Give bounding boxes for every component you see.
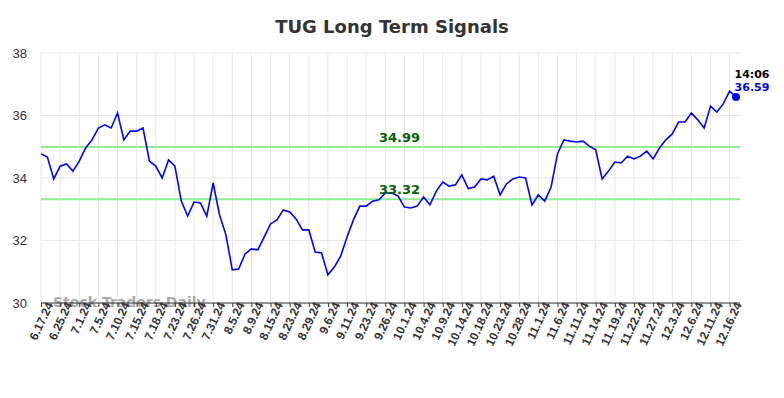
- grid-line: [385, 53, 386, 303]
- signal-label: 33.32: [379, 182, 420, 197]
- grid-line: [194, 53, 195, 303]
- grid-line: [308, 53, 309, 303]
- grid-line: [79, 53, 80, 303]
- signal-label: 34.99: [379, 130, 420, 145]
- tick-label: 12.16.24: [712, 300, 745, 349]
- last-value-label: 36.59: [735, 81, 770, 94]
- tick-label: 34: [13, 171, 27, 186]
- grid-line: [538, 53, 539, 303]
- grid-line: [404, 53, 405, 303]
- tick: 38: [13, 46, 41, 61]
- tick: 12.16.24: [712, 300, 745, 349]
- tick-label: 38: [13, 46, 27, 61]
- last-point: [732, 93, 740, 101]
- tick: 34: [13, 171, 41, 186]
- grid-line: [557, 53, 558, 303]
- grid-line: [672, 53, 673, 303]
- grid-line: [366, 53, 367, 303]
- grid-line: [633, 53, 634, 303]
- grid-line: [289, 53, 290, 303]
- grid-line: [213, 53, 214, 303]
- grid-line: [423, 53, 424, 303]
- grid-line: [480, 53, 481, 303]
- time-label: 14:06: [734, 68, 769, 81]
- grid-line: [270, 53, 271, 303]
- grid-line: [41, 53, 42, 303]
- grid-line: [117, 53, 118, 303]
- grid-line: [98, 53, 99, 303]
- tick: 30: [13, 296, 41, 311]
- grid-line: [251, 53, 252, 303]
- grid-line: [653, 53, 654, 303]
- grid: [41, 53, 740, 303]
- grid-line: [60, 53, 61, 303]
- grid-line: [136, 53, 137, 303]
- grid-line: [710, 53, 711, 303]
- price-line: [41, 91, 736, 275]
- grid-line: [576, 53, 577, 303]
- grid-line: [614, 53, 615, 303]
- grid-line: [327, 53, 328, 303]
- chart: TUG Long Term SignalsStock Traders Daily…: [0, 0, 784, 398]
- grid-line: [41, 240, 740, 241]
- plot-area: [41, 91, 740, 275]
- grid-line: [595, 53, 596, 303]
- grid-line: [347, 53, 348, 303]
- grid-line: [174, 53, 175, 303]
- signal-line: [41, 198, 740, 200]
- title: TUG Long Term Signals: [275, 16, 509, 37]
- tick: 32: [13, 233, 41, 248]
- grid-line: [500, 53, 501, 303]
- grid-line: [519, 53, 520, 303]
- grid-line: [155, 53, 156, 303]
- y-axis: 30 32 34 36 38: [13, 46, 42, 311]
- grid-line: [461, 53, 462, 303]
- tick-label: 32: [13, 233, 27, 248]
- grid-line: [442, 53, 443, 303]
- tick: 36: [13, 108, 41, 123]
- grid-line: [41, 178, 740, 179]
- grid-line: [691, 53, 692, 303]
- tick-label: 36: [13, 108, 27, 123]
- grid-line: [41, 53, 740, 54]
- grid-line: [41, 115, 740, 116]
- tick-label: 30: [13, 296, 27, 311]
- axis-line: [41, 54, 42, 304]
- x-axis: 6.17.246.25.247.1.247.5.247.10.247.15.24…: [27, 300, 745, 349]
